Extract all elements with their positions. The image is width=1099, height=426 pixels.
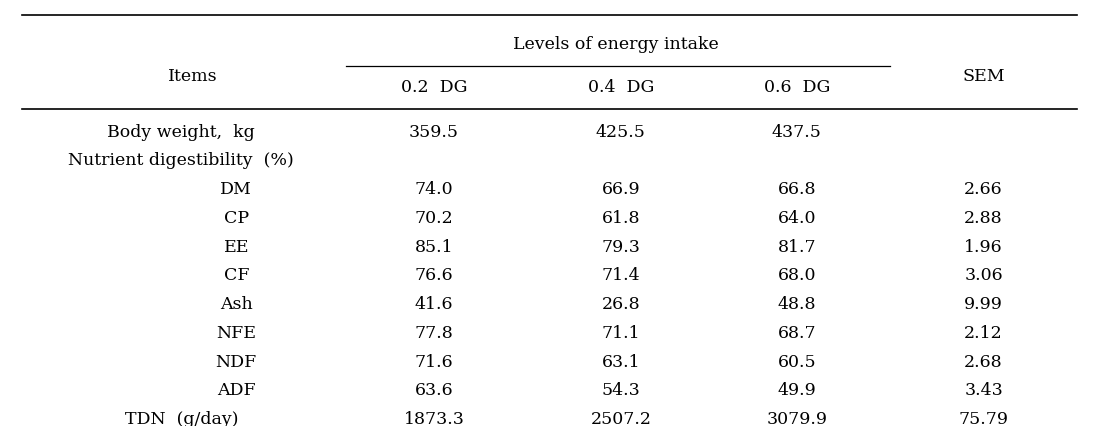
Text: NFE: NFE: [217, 325, 256, 342]
Text: 63.1: 63.1: [601, 354, 641, 371]
Text: 0.2  DG: 0.2 DG: [401, 79, 467, 96]
Text: NDF: NDF: [215, 354, 257, 371]
Text: 3.06: 3.06: [964, 268, 1003, 284]
Text: 81.7: 81.7: [777, 239, 817, 256]
Text: 75.79: 75.79: [958, 411, 1009, 426]
Text: 64.0: 64.0: [777, 210, 817, 227]
Text: 71.6: 71.6: [414, 354, 454, 371]
Text: 2507.2: 2507.2: [590, 411, 652, 426]
Text: 68.7: 68.7: [777, 325, 817, 342]
Text: Body weight,  kg: Body weight, kg: [108, 124, 255, 141]
Text: 74.0: 74.0: [414, 181, 454, 198]
Text: 77.8: 77.8: [414, 325, 454, 342]
Text: 76.6: 76.6: [414, 268, 454, 284]
Text: 70.2: 70.2: [414, 210, 454, 227]
Text: Levels of energy intake: Levels of energy intake: [512, 36, 719, 53]
Text: 85.1: 85.1: [414, 239, 454, 256]
Text: 41.6: 41.6: [414, 296, 454, 313]
Text: 2.88: 2.88: [964, 210, 1003, 227]
Text: 2.68: 2.68: [964, 354, 1003, 371]
Text: 68.0: 68.0: [777, 268, 817, 284]
Text: 54.3: 54.3: [601, 383, 641, 399]
Text: 0.6  DG: 0.6 DG: [764, 79, 830, 96]
Text: 2.12: 2.12: [964, 325, 1003, 342]
Text: CP: CP: [224, 210, 248, 227]
Text: 48.8: 48.8: [777, 296, 817, 313]
Text: 71.1: 71.1: [601, 325, 641, 342]
Text: 66.8: 66.8: [777, 181, 817, 198]
Text: 425.5: 425.5: [596, 124, 646, 141]
Text: CF: CF: [223, 268, 249, 284]
Text: 359.5: 359.5: [409, 124, 459, 141]
Text: 3079.9: 3079.9: [766, 411, 828, 426]
Text: 79.3: 79.3: [601, 239, 641, 256]
Text: SEM: SEM: [963, 68, 1004, 85]
Text: 2.66: 2.66: [964, 181, 1003, 198]
Text: ADF: ADF: [217, 383, 256, 399]
Text: 1.96: 1.96: [964, 239, 1003, 256]
Text: 9.99: 9.99: [964, 296, 1003, 313]
Text: 66.9: 66.9: [601, 181, 641, 198]
Text: 49.9: 49.9: [777, 383, 817, 399]
Text: 61.8: 61.8: [601, 210, 641, 227]
Text: Nutrient digestibility  (%): Nutrient digestibility (%): [68, 153, 295, 169]
Text: 0.4  DG: 0.4 DG: [588, 79, 654, 96]
Text: DM: DM: [220, 181, 253, 198]
Text: 26.8: 26.8: [601, 296, 641, 313]
Text: 437.5: 437.5: [771, 124, 822, 141]
Text: EE: EE: [223, 239, 249, 256]
Text: 63.6: 63.6: [414, 383, 454, 399]
Text: 71.4: 71.4: [601, 268, 641, 284]
Text: 1873.3: 1873.3: [403, 411, 465, 426]
Text: 60.5: 60.5: [777, 354, 817, 371]
Text: TDN  (g/day): TDN (g/day): [124, 411, 238, 426]
Text: Ash: Ash: [220, 296, 253, 313]
Text: Items: Items: [167, 68, 218, 85]
Text: 3.43: 3.43: [964, 383, 1003, 399]
